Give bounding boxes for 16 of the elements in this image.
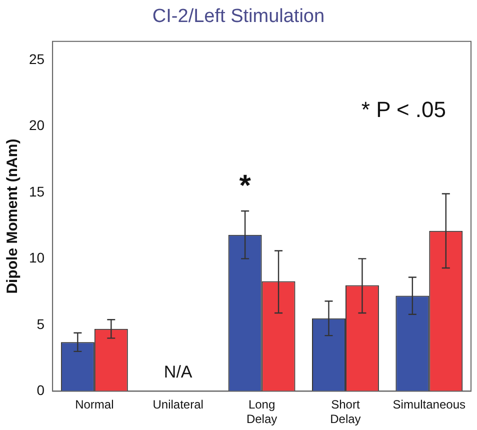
y-tick-label: 20 (28, 117, 45, 134)
y-tick-label: 15 (28, 183, 45, 200)
chart-title: CI-2/Left Stimulation (151, 6, 326, 28)
y-axis-title: Dipole Moment (nAm) (4, 138, 22, 294)
annotation: N/A (164, 362, 193, 382)
y-tick-label: 0 (36, 382, 45, 398)
annotation: * P < .05 (361, 96, 446, 122)
annotation: * (239, 170, 252, 203)
y-tick-label: 25 (28, 50, 45, 67)
x-tick-label: Long Delay (246, 398, 278, 426)
x-tick-label: Simultaneous (392, 398, 466, 412)
y-tick-label: 10 (28, 250, 45, 266)
x-tick-label: Unilateral (152, 398, 204, 412)
x-tick-label: Short Delay (330, 398, 361, 426)
y-tick-label: 5 (36, 316, 45, 332)
x-tick-label: Normal (75, 398, 114, 412)
